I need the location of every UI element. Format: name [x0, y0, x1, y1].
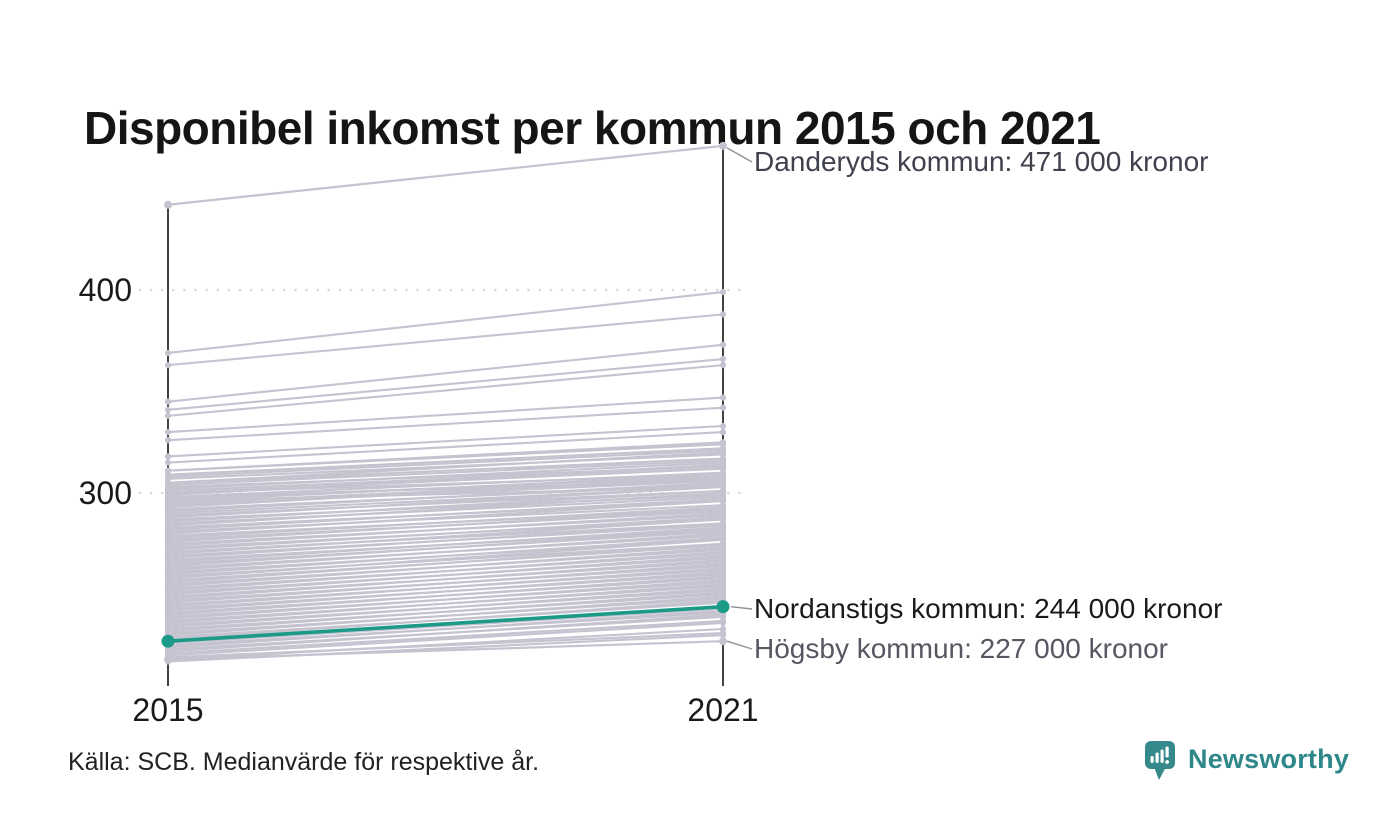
line-plain: [167, 144, 724, 206]
annotation-hogsby: Högsby kommun: 227 000 kronor: [754, 633, 1168, 664]
annotation-danderyd: Danderyds kommun: 471 000 kronor: [754, 146, 1209, 177]
annotation-nordanstig: Nordanstigs kommun: 244 000 kronor: [754, 593, 1223, 624]
annotation-connector: [730, 605, 753, 610]
newsworthy-logo-icon: [1145, 741, 1175, 780]
x-axis-label-2021: 2021: [687, 692, 759, 728]
y-axis-tick-400: 400: [78, 272, 132, 308]
x-axis-label-2015: 2015: [132, 692, 204, 728]
chart-title: Disponibel inkomst per kommun 2015 och 2…: [84, 101, 1101, 154]
annotation-connector: [726, 147, 753, 163]
newsworthy-logo: Newsworthy: [1144, 740, 1349, 782]
source-note: Källa: SCB. Medianvärde för respektive å…: [68, 748, 540, 776]
annotated-lines: [161, 141, 753, 664]
newsworthy-logo-text: Newsworthy: [1188, 744, 1350, 774]
annotation-connector: [726, 640, 753, 650]
background-lines: [164, 288, 727, 665]
line-plain: [167, 640, 724, 661]
y-axis-tick-300: 300: [78, 475, 132, 511]
line-highlight: [167, 604, 724, 643]
